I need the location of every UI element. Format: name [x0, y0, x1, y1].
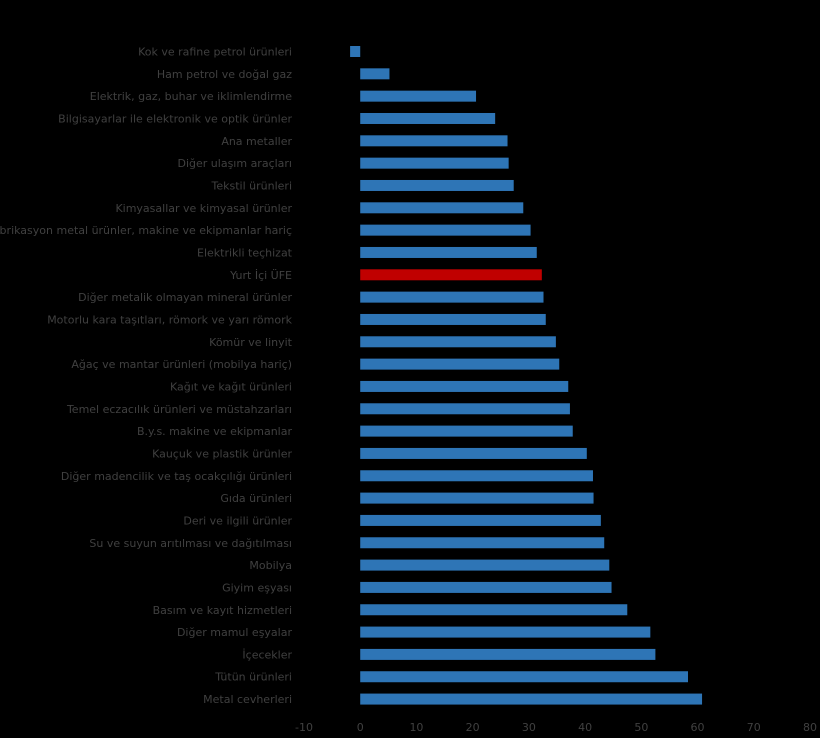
- category-label: Yurt İçi ÜFE: [229, 269, 292, 282]
- category-label: Deri ve ilgili ürünler: [183, 514, 292, 527]
- category-label: Diğer madencilik ve taş ocakçılığı ürünl…: [61, 470, 292, 483]
- bar: [360, 179, 514, 191]
- category-label: Su ve suyun arıtılması ve dağıtılması: [89, 537, 292, 550]
- bar: [360, 380, 569, 392]
- x-tick-label: 0: [357, 721, 364, 734]
- bar: [360, 514, 601, 526]
- category-label: Temel eczacılık ürünleri ve müstahzarlar…: [66, 403, 292, 416]
- bars: [350, 46, 703, 705]
- x-tick-label: 40: [578, 721, 592, 734]
- category-label: Motorlu kara taşıtları, römork ve yarı r…: [47, 313, 292, 326]
- category-label: Diğer ulaşım araçları: [178, 157, 293, 170]
- bar: [360, 648, 656, 660]
- category-label: Kimyasallar ve kimyasal ürünler: [115, 202, 292, 215]
- category-label: Kok ve rafine petrol ürünleri: [138, 46, 292, 59]
- bar: [360, 693, 703, 705]
- x-tick-label: 20: [466, 721, 480, 734]
- x-tick-label: 60: [691, 721, 705, 734]
- category-label: Fabrikasyon metal ürünler, makine ve eki…: [0, 224, 292, 237]
- category-label: Tütün ürünleri: [214, 671, 292, 684]
- x-axis-ticks: -10 0 10 20 30 40 50 60 70 80: [295, 721, 817, 734]
- bar: [360, 447, 587, 459]
- x-tick-label: 30: [522, 721, 536, 734]
- bar: [360, 604, 628, 616]
- category-label: Kağıt ve kağıt ürünleri: [170, 380, 292, 393]
- category-label: Gıda ürünleri: [220, 492, 292, 505]
- bar: [360, 246, 537, 258]
- category-label: Metal cevherleri: [203, 693, 292, 706]
- category-label: Elektrik, gaz, buhar ve iklimlendirme: [90, 90, 292, 103]
- bar: [360, 492, 594, 504]
- category-label: Diğer metalik olmayan mineral ürünler: [78, 291, 292, 304]
- x-tick-label: 80: [803, 721, 817, 734]
- x-tick-label: 50: [634, 721, 648, 734]
- bar: [360, 202, 524, 214]
- category-label: Basım ve kayıt hizmetleri: [153, 604, 292, 617]
- bar: [360, 425, 573, 437]
- x-tick-label: 70: [747, 721, 761, 734]
- bar: [360, 157, 509, 169]
- bar: [360, 537, 605, 549]
- bar: [360, 224, 531, 236]
- category-label: Diğer mamul eşyalar: [177, 626, 293, 639]
- category-label: Ana metaller: [221, 135, 292, 148]
- bar: [360, 626, 651, 638]
- bar: [360, 291, 544, 303]
- bar: [350, 46, 361, 57]
- bar: [360, 112, 496, 124]
- bar: [360, 358, 560, 370]
- x-tick-label: 10: [409, 721, 423, 734]
- category-label: Ağaç ve mantar ürünleri (mobilya hariç): [71, 358, 292, 371]
- category-label: B.y.s. makine ve ekipmanlar: [137, 425, 292, 438]
- bar: [360, 68, 390, 80]
- bar: [360, 671, 688, 683]
- category-label: Ham petrol ve doğal gaz: [157, 68, 292, 81]
- category-label: Kömür ve linyit: [209, 336, 293, 349]
- category-label: Tekstil ürünleri: [211, 179, 292, 192]
- category-label: Kauçuk ve plastik ürünler: [152, 447, 292, 460]
- category-label: Mobilya: [249, 559, 292, 572]
- bar: [360, 559, 610, 571]
- category-labels: Kok ve rafine petrol ürünleri Ham petrol …: [0, 46, 293, 707]
- bar: [360, 581, 612, 593]
- bar: [360, 470, 593, 482]
- bar-highlight: [360, 269, 542, 281]
- bar: [360, 336, 556, 348]
- bar: [360, 313, 546, 325]
- category-label: Giyim eşyası: [222, 581, 292, 594]
- category-label: İçecekler: [242, 648, 292, 661]
- bar: [360, 135, 508, 147]
- x-tick-label: -10: [295, 721, 313, 734]
- category-label: Bilgisayarlar ile elektronik ve optik ür…: [58, 112, 292, 125]
- bar: [360, 90, 477, 102]
- category-label: Elektrikli teçhizat: [197, 246, 293, 259]
- bar: [360, 403, 570, 415]
